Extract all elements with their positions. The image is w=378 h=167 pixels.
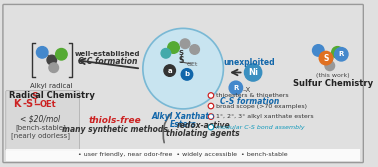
- Circle shape: [209, 115, 212, 118]
- Text: many synthetic methods: many synthetic methods: [62, 125, 168, 134]
- Circle shape: [323, 53, 333, 63]
- Text: [nearly odorless]: [nearly odorless]: [11, 132, 70, 139]
- Circle shape: [325, 61, 335, 71]
- Text: thioesters & thioethers: thioesters & thioethers: [216, 93, 288, 98]
- Circle shape: [56, 48, 67, 60]
- Text: (this work): (this work): [316, 73, 350, 78]
- Text: –X: –X: [242, 87, 251, 93]
- Circle shape: [208, 93, 214, 98]
- Text: OEt: OEt: [39, 100, 56, 109]
- Circle shape: [245, 64, 262, 81]
- Text: 1°, 2°, 3° alkyl xanthate esters: 1°, 2°, 3° alkyl xanthate esters: [216, 114, 313, 119]
- FancyBboxPatch shape: [6, 149, 361, 161]
- Text: S: S: [31, 92, 38, 101]
- Circle shape: [209, 126, 212, 129]
- Circle shape: [143, 28, 223, 109]
- Circle shape: [335, 48, 348, 61]
- Text: S: S: [323, 54, 328, 63]
- Circle shape: [180, 39, 190, 48]
- Text: [bench-stable]: [bench-stable]: [15, 125, 66, 131]
- FancyBboxPatch shape: [6, 91, 80, 150]
- Text: thiolating agents: thiolating agents: [166, 129, 240, 138]
- Text: OEt: OEt: [187, 62, 198, 67]
- Circle shape: [209, 105, 212, 107]
- FancyArrowPatch shape: [163, 114, 170, 143]
- Text: < $20/mol: < $20/mol: [20, 115, 60, 124]
- Text: unexploited: unexploited: [223, 58, 275, 67]
- Circle shape: [319, 51, 333, 65]
- Text: R: R: [233, 85, 239, 91]
- Text: modular C-S bond assembly: modular C-S bond assembly: [216, 125, 304, 130]
- Text: b: b: [184, 71, 189, 77]
- Circle shape: [209, 94, 212, 97]
- Text: C-C formation: C-C formation: [78, 57, 137, 66]
- Text: redox-active: redox-active: [177, 121, 230, 130]
- Circle shape: [229, 81, 243, 95]
- Text: K: K: [14, 99, 21, 109]
- Circle shape: [208, 124, 214, 130]
- Circle shape: [36, 47, 48, 58]
- Text: S: S: [179, 50, 184, 56]
- Circle shape: [190, 45, 200, 54]
- Circle shape: [181, 69, 193, 80]
- Text: Ni: Ni: [248, 68, 258, 77]
- Circle shape: [208, 114, 214, 119]
- Text: well-established: well-established: [74, 51, 140, 57]
- Text: Alkyl radical: Alkyl radical: [31, 83, 73, 89]
- Text: thiols-free: thiols-free: [89, 116, 141, 125]
- Text: • user friendly, near odor-free  • widely accessible  • bench-stable: • user friendly, near odor-free • widely…: [78, 152, 288, 157]
- Circle shape: [161, 48, 170, 58]
- Text: S: S: [178, 56, 184, 65]
- Text: R: R: [339, 51, 344, 57]
- Circle shape: [47, 55, 57, 65]
- Text: Esters: Esters: [170, 120, 197, 129]
- Circle shape: [208, 103, 214, 109]
- Circle shape: [164, 65, 175, 76]
- Text: broad scope (>70 examples): broad scope (>70 examples): [216, 104, 307, 109]
- Circle shape: [332, 47, 343, 58]
- FancyBboxPatch shape: [3, 4, 363, 163]
- Text: a: a: [167, 68, 172, 73]
- Text: C-S formation: C-S formation: [220, 97, 279, 106]
- Text: Alkyl Xanthate: Alkyl Xanthate: [152, 112, 215, 121]
- Circle shape: [313, 45, 324, 56]
- Text: Radical Chemistry: Radical Chemistry: [9, 91, 95, 100]
- Text: Sulfur Chemistry: Sulfur Chemistry: [293, 78, 373, 88]
- Circle shape: [168, 42, 179, 53]
- Circle shape: [49, 63, 59, 72]
- Text: -S: -S: [22, 99, 33, 109]
